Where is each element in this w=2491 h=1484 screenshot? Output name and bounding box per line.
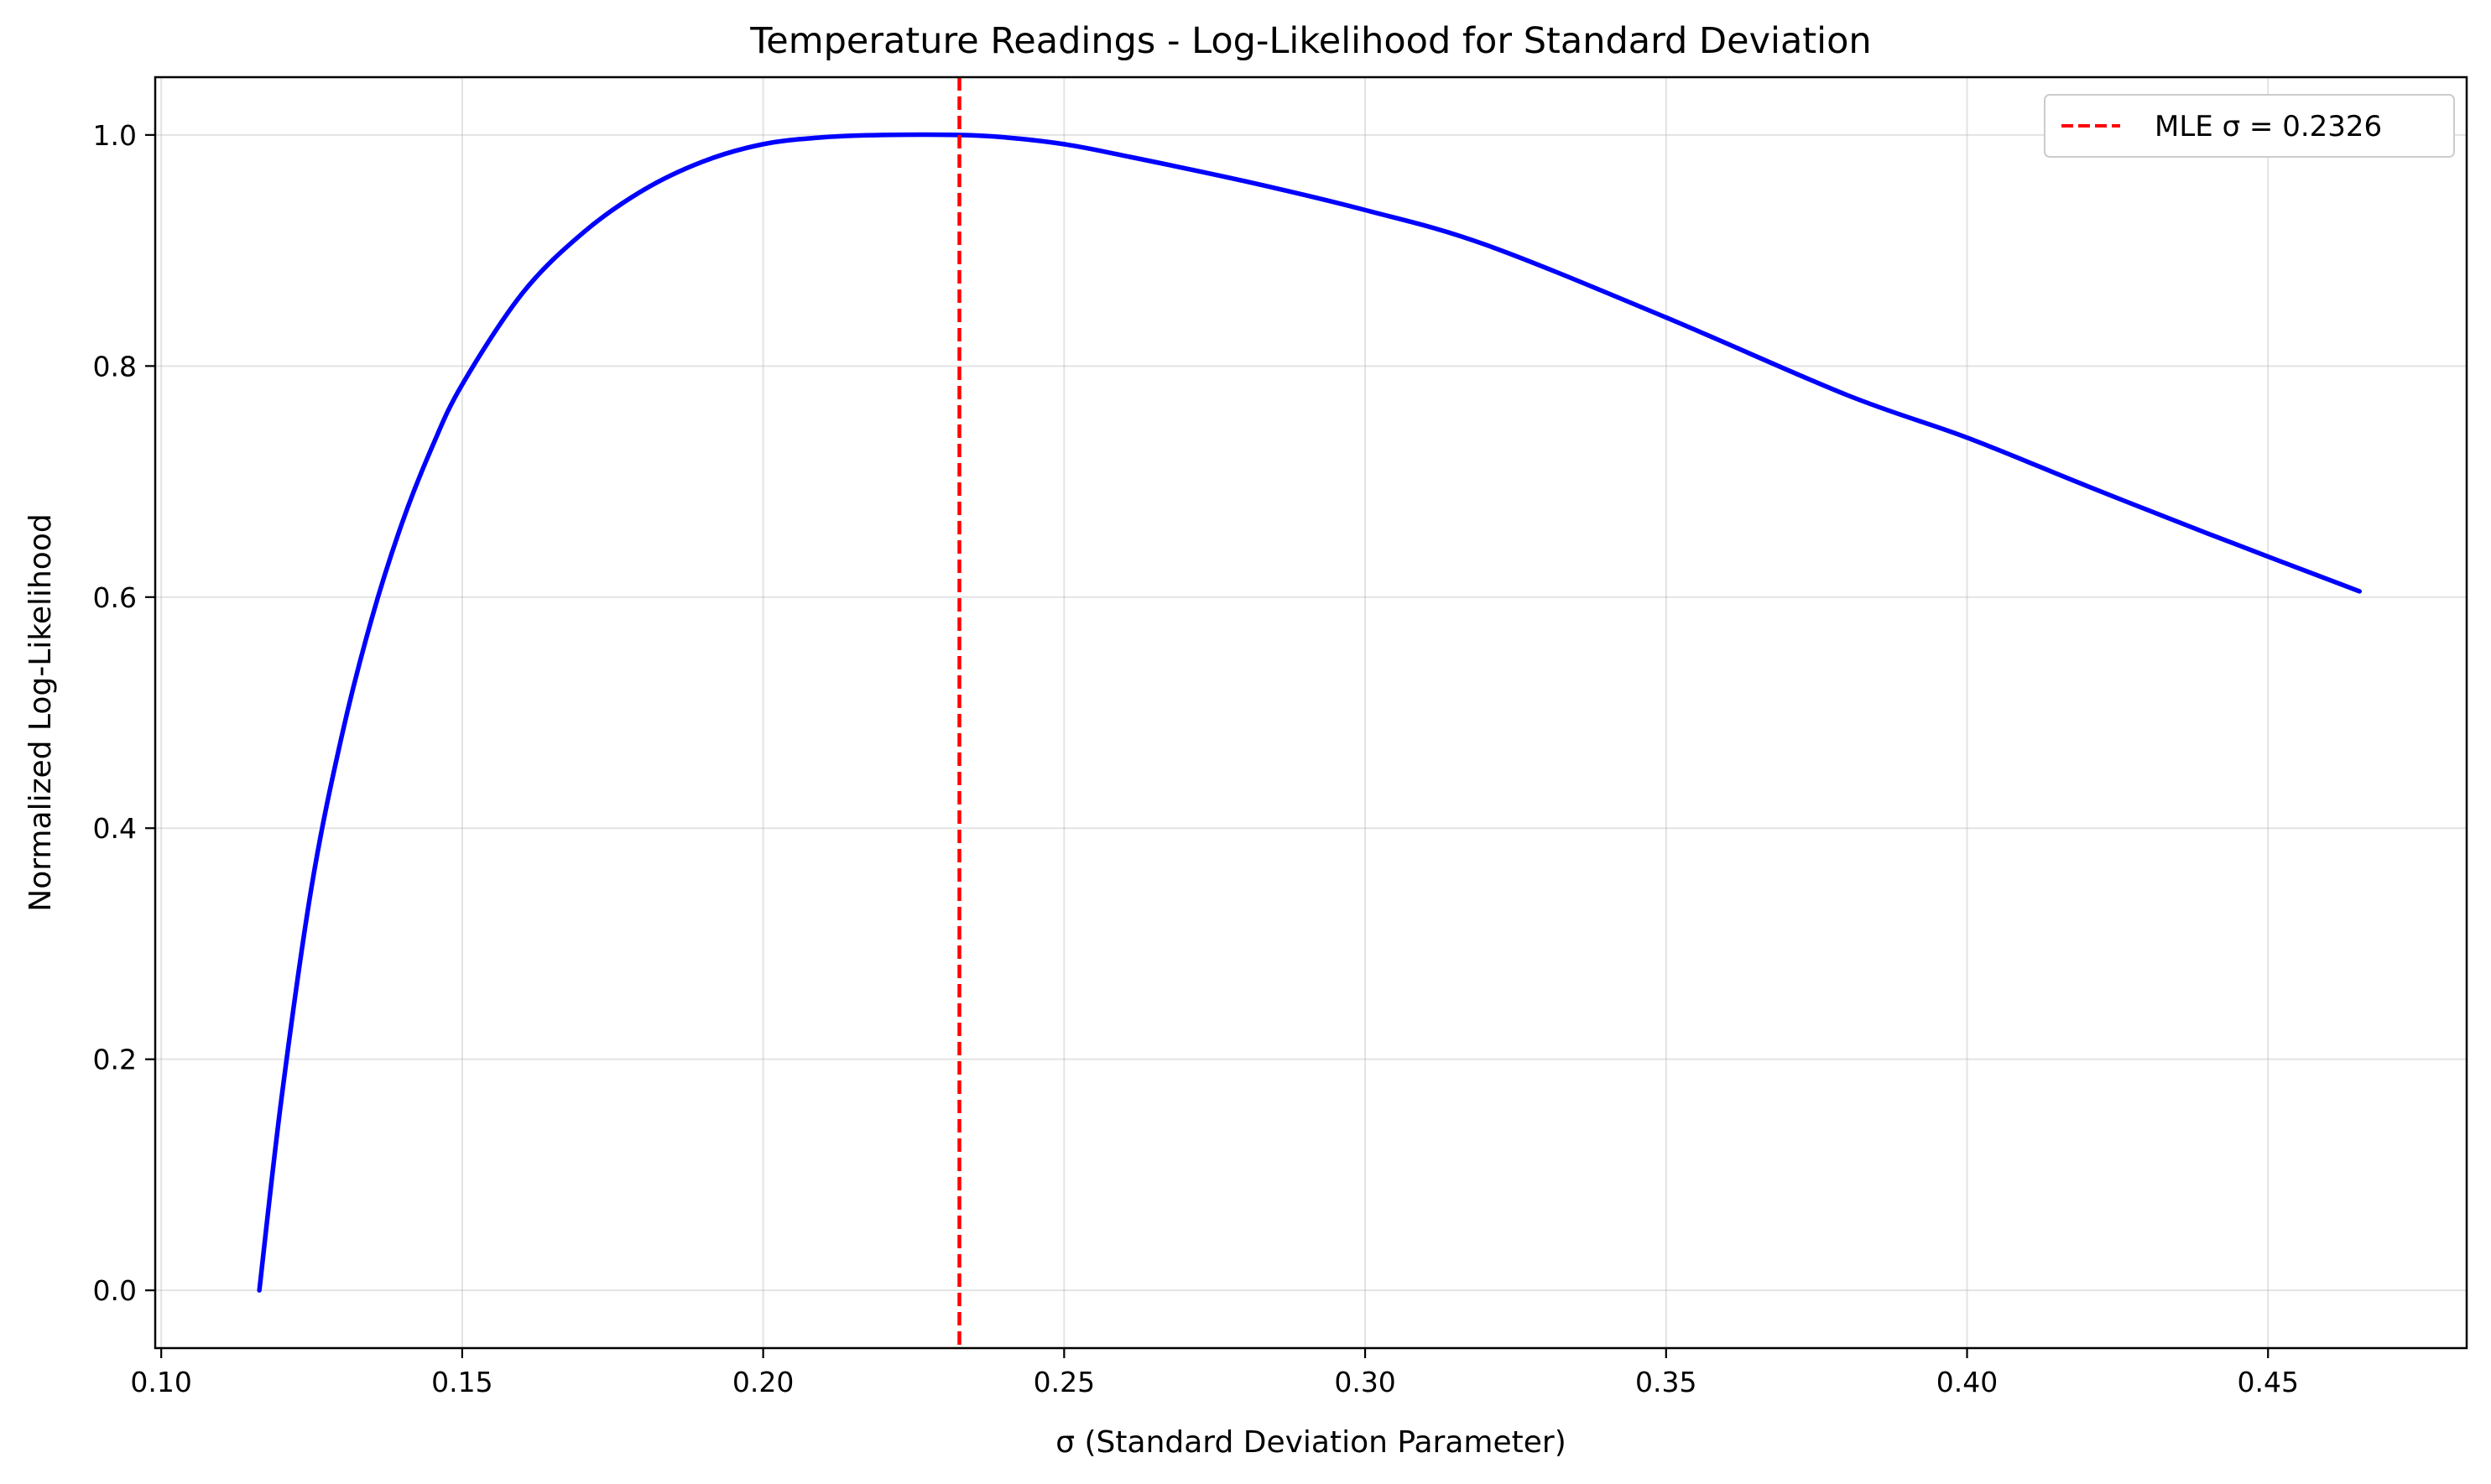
y-tick-label: 0.4	[93, 812, 137, 845]
y-tick-label: 1.0	[93, 119, 137, 152]
chart-title: Temperature Readings - Log-Likelihood fo…	[749, 20, 1871, 62]
likelihood-curve	[257, 132, 2363, 1293]
y-tick-label: 0.0	[93, 1274, 137, 1307]
x-tick-label: 0.25	[1034, 1366, 1095, 1398]
x-tick-label: 0.45	[2238, 1366, 2299, 1398]
legend-label-mle: MLE σ = 0.2326	[2155, 110, 2382, 143]
x-tick-label: 0.30	[1334, 1366, 1395, 1398]
y-axis-label: Normalized Log-Likelihood	[23, 513, 58, 911]
x-axis-label: σ (Standard Deviation Parameter)	[1055, 1425, 1566, 1460]
ticks: 0.10 0.15 0.20 0.25 0.30 0.35 0.40 0.45 0.0 0.2 0.…	[93, 119, 2299, 1398]
plot-lines	[257, 77, 2363, 1348]
x-tick-label: 0.10	[130, 1366, 191, 1398]
y-tick-label: 0.8	[93, 350, 137, 383]
y-tick-label: 0.2	[93, 1044, 137, 1076]
legend-box	[2044, 94, 2455, 158]
x-tick-label: 0.20	[732, 1366, 794, 1398]
x-tick-label: 0.35	[1635, 1366, 1696, 1398]
y-tick-label: 0.6	[93, 581, 137, 614]
x-tick-label: 0.15	[431, 1366, 492, 1398]
x-tick-label: 0.40	[1936, 1366, 1998, 1398]
axes-frame	[154, 76, 2468, 1350]
legend: MLE σ = 0.2326	[2044, 94, 2455, 158]
